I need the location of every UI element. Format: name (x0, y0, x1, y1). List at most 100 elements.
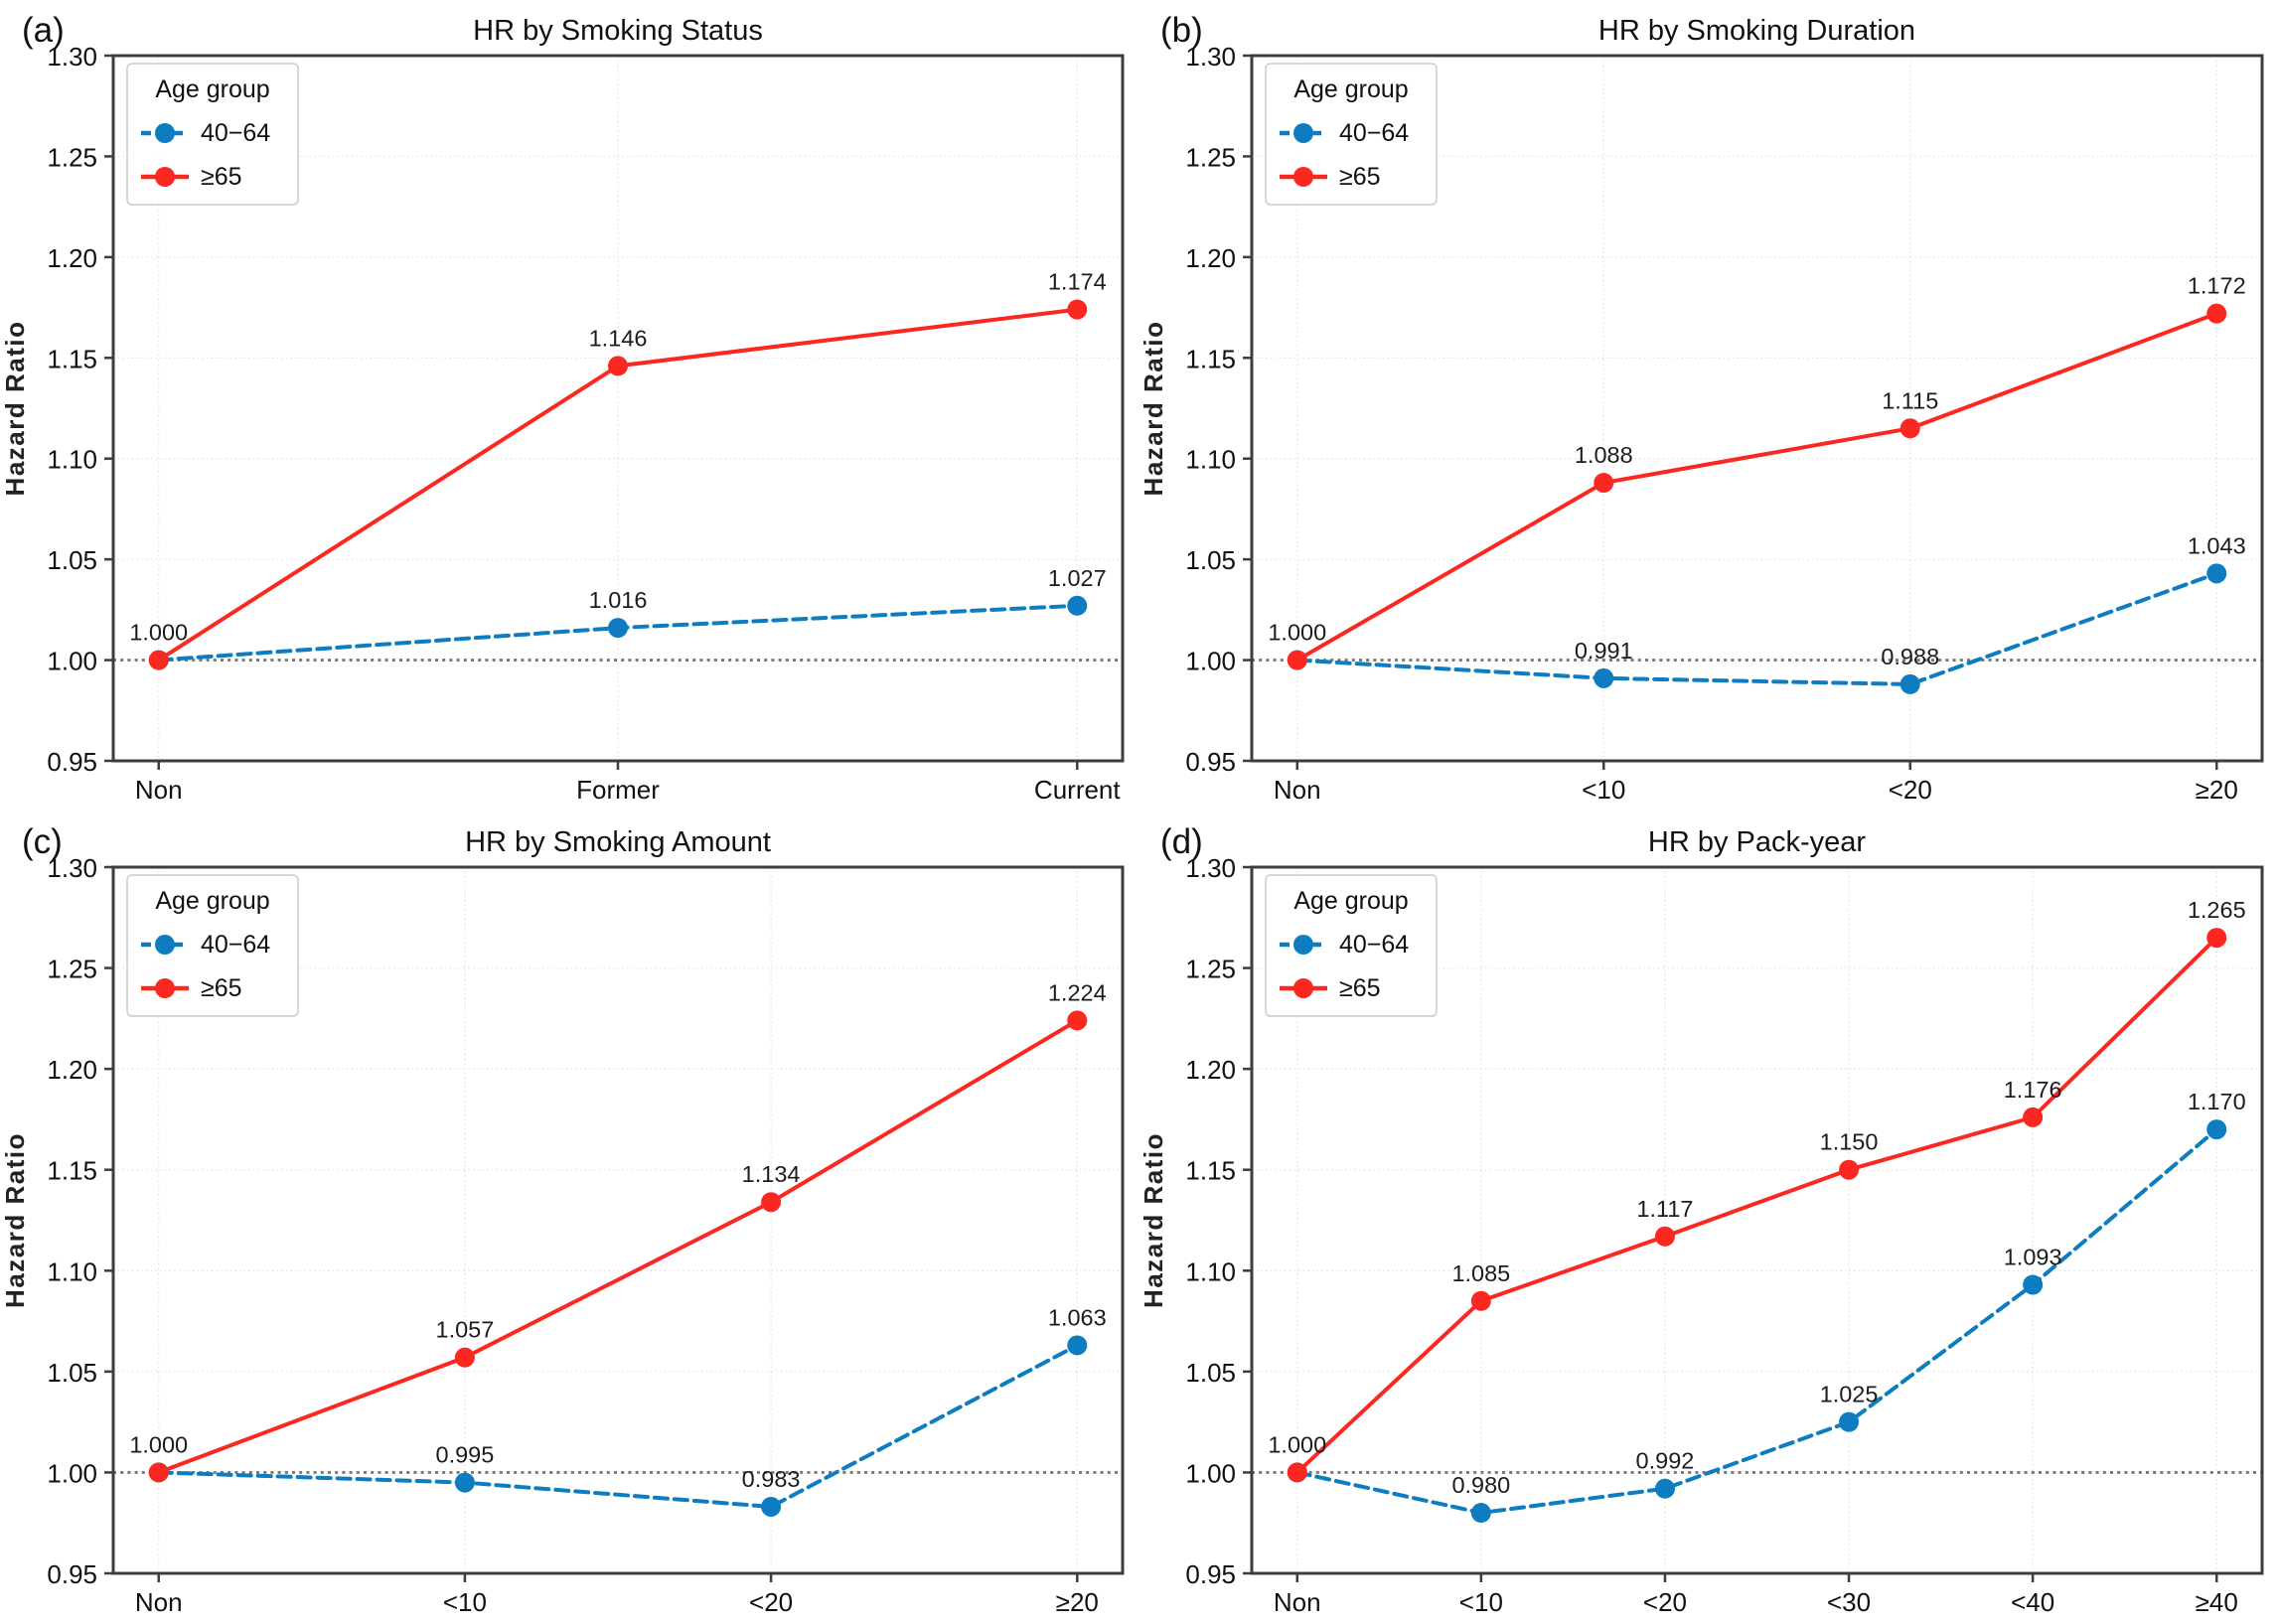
data-point-marker (454, 1347, 475, 1368)
legend-marker (155, 978, 175, 998)
data-point-marker (1470, 1503, 1491, 1524)
y-tick-label: 1.30 (1185, 42, 1236, 72)
x-tick-label: Non (135, 775, 183, 805)
value-label: 0.983 (742, 1466, 801, 1492)
data-point-marker (454, 1472, 475, 1493)
data-point-marker (2023, 1107, 2044, 1127)
y-tick-label: 1.25 (47, 142, 97, 172)
value-label: 0.995 (436, 1442, 495, 1468)
data-point-marker (1067, 299, 1088, 320)
chart-panel-b: (b) HR by Smoking Duration Hazard Ratio 0.9… (1139, 0, 2278, 812)
series-red: 1.000 1.088 1.115 1.172 (1268, 273, 2246, 670)
value-label: 1.088 (1575, 442, 1633, 468)
data-point-marker (1067, 1010, 1088, 1031)
legend-entry-label: 40−64 (201, 119, 270, 147)
series-blue: 1.016 1.027 (148, 565, 1107, 670)
legend-title: Age group (1293, 75, 1408, 103)
legend: Age group 40−64 ≥65 (1265, 63, 1438, 206)
x-tick-label: <20 (1643, 1587, 1687, 1617)
y-tick-label: 1.00 (47, 1458, 97, 1488)
panel-letter: (b) (1160, 11, 1203, 50)
value-label: 1.170 (2188, 1089, 2246, 1114)
series-red: 1.000 1.146 1.174 (129, 269, 1107, 670)
axis-spines (1250, 54, 2264, 763)
chart-panel-c: (c) HR by Smoking Amount Hazard Ratio 0.95 1… (0, 812, 1139, 1624)
x-tick-label: Non (1274, 1587, 1321, 1617)
data-point-marker (1839, 1159, 1860, 1180)
y-tick-label: 1.15 (1185, 1156, 1236, 1186)
value-label: 0.980 (1451, 1472, 1510, 1498)
series-line (1294, 1127, 2219, 1516)
data-point-marker (1067, 1335, 1088, 1356)
legend-marker (1293, 167, 1313, 187)
series-line (1294, 571, 2219, 686)
legend-entry-label: 40−64 (1339, 119, 1409, 147)
y-tick-label: 1.30 (47, 42, 97, 72)
y-tick-label: 0.95 (47, 1559, 97, 1589)
data-point-marker (2206, 303, 2227, 324)
data-point-marker (1839, 1411, 1860, 1432)
data-point-marker (2206, 563, 2227, 584)
data-point-marker (1654, 1226, 1675, 1247)
legend-entry-label: ≥65 (1339, 163, 1381, 191)
data-point-marker (608, 618, 628, 639)
y-tick-label: 1.30 (1185, 853, 1236, 883)
y-tick-label: 1.05 (1185, 1358, 1236, 1388)
data-point-marker (1067, 595, 1088, 616)
y-tick-label: 1.00 (1185, 1458, 1236, 1488)
y-tick-label: 1.20 (47, 1055, 97, 1085)
x-tick-label: ≥20 (1056, 1587, 1099, 1617)
chart-panel-d: (d) HR by Pack-year Hazard Ratio 0.95 1.00 1.… (1139, 812, 2278, 1624)
x-tick-label: Non (1274, 775, 1321, 805)
value-label: 1.172 (2188, 273, 2246, 299)
value-label: 1.117 (1636, 1196, 1693, 1222)
x-tick-label: <10 (1459, 1587, 1503, 1617)
series-line (1294, 311, 2219, 663)
y-tick-label: 1.15 (47, 344, 97, 373)
legend: Age group 40−64 ≥65 (1265, 874, 1438, 1017)
legend-marker (155, 935, 175, 955)
value-label: 1.085 (1451, 1260, 1510, 1286)
value-label: 1.150 (1820, 1129, 1879, 1155)
value-label: 0.991 (1575, 638, 1633, 664)
data-point-marker (1287, 1462, 1307, 1483)
y-tick-label: 1.10 (1185, 1256, 1236, 1286)
axis-spines (1250, 865, 2264, 1575)
data-point-marker (761, 1496, 782, 1517)
legend-marker (1293, 935, 1313, 955)
y-axis-label: Hazard Ratio (0, 1132, 30, 1308)
chart-title: HR by Smoking Status (473, 15, 763, 47)
data-point-marker (1654, 1478, 1675, 1499)
value-label: 1.000 (1268, 620, 1326, 646)
chart-panel-a: (a) HR by Smoking Status Hazard Ratio 0.95 1… (0, 0, 1139, 812)
value-label: 1.115 (1882, 387, 1938, 413)
value-label: 1.063 (1048, 1304, 1107, 1330)
data-point-marker (2206, 1119, 2227, 1140)
y-tick-label: 1.15 (1185, 344, 1236, 373)
value-label: 0.988 (1881, 644, 1939, 669)
value-label: 1.265 (2188, 897, 2246, 923)
y-tick-label: 1.15 (47, 1156, 97, 1186)
y-tick-label: 0.95 (1185, 1559, 1236, 1589)
data-point-marker (2206, 928, 2227, 949)
value-label: 1.093 (2004, 1245, 2062, 1270)
y-tick-label: 1.25 (47, 955, 97, 984)
legend-entry-label: ≥65 (1339, 974, 1381, 1002)
data-point-marker (1470, 1290, 1491, 1311)
series-line (1294, 936, 2219, 1475)
series-red: 1.000 1.085 1.117 1.150 1.176 1.265 (1268, 897, 2246, 1483)
y-tick-label: 1.00 (47, 647, 97, 676)
x-tick-label: <10 (443, 1587, 487, 1617)
axis-spines (111, 54, 1125, 763)
series-line (156, 1343, 1080, 1510)
legend-marker (155, 123, 175, 143)
data-point-marker (148, 1462, 169, 1483)
legend-marker (1293, 123, 1313, 143)
data-point-marker (1899, 418, 1920, 439)
y-tick-label: 1.10 (47, 1256, 97, 1286)
x-tick-label: <10 (1582, 775, 1625, 805)
axis-ticks: 0.95 1.00 1.05 1.10 1.15 1.20 1.25 1.30 Non <10 <2… (1185, 853, 2237, 1617)
value-label: 1.016 (589, 587, 648, 613)
x-tick-label: ≥40 (2196, 1587, 2238, 1617)
